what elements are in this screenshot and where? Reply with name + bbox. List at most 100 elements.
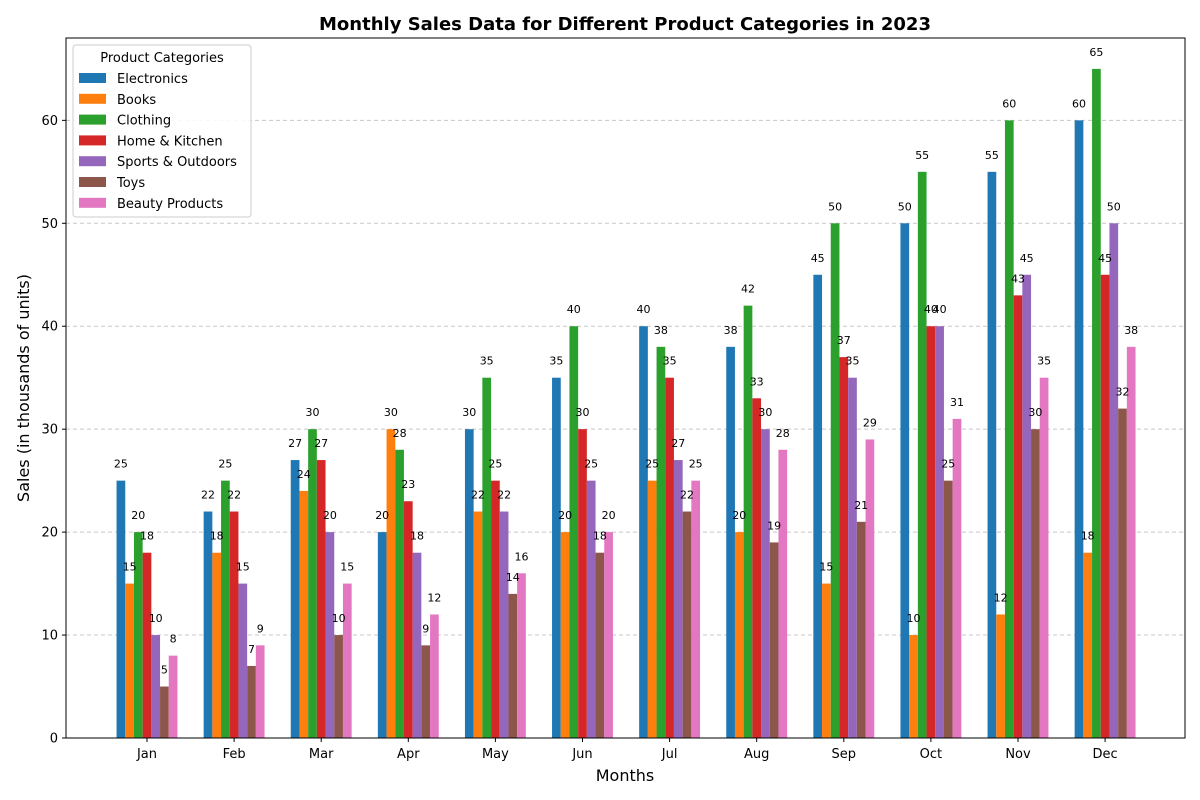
- legend-box: [72, 44, 252, 218]
- data-label: 7: [248, 643, 255, 656]
- bar: [682, 511, 692, 738]
- data-label: 60: [1072, 97, 1086, 110]
- bar: [752, 398, 762, 738]
- bar: [1022, 274, 1032, 738]
- data-label: 35: [663, 355, 677, 368]
- legend-entry: Sports & Outdoors: [117, 155, 237, 170]
- data-label: 32: [1116, 386, 1130, 399]
- bar: [377, 532, 387, 738]
- data-label: 18: [410, 530, 424, 543]
- bar: [1092, 68, 1101, 739]
- data-label: 25: [941, 458, 955, 471]
- bar: [430, 614, 439, 738]
- bar: [142, 552, 152, 738]
- data-label: 60: [1002, 97, 1016, 110]
- bar: [569, 326, 579, 738]
- legend-swatch: [79, 135, 106, 146]
- data-label: 35: [480, 355, 494, 368]
- data-label: 27: [288, 437, 302, 450]
- data-label: 43: [1011, 272, 1025, 285]
- bar: [987, 171, 997, 738]
- legend-swatch: [79, 73, 106, 83]
- data-label: 55: [985, 149, 999, 162]
- data-label: 65: [1089, 46, 1103, 59]
- data-label: 33: [750, 375, 764, 388]
- data-label: 25: [488, 458, 502, 471]
- bar: [578, 429, 587, 738]
- data-label: 28: [393, 427, 407, 440]
- bar: [1126, 346, 1136, 738]
- data-label: 30: [384, 406, 398, 419]
- bar: [212, 552, 222, 738]
- data-label: 15: [340, 561, 354, 574]
- bar: [308, 429, 317, 738]
- bar: [334, 635, 343, 738]
- data-label: 27: [314, 437, 328, 450]
- bar: [491, 480, 500, 738]
- bar: [639, 326, 648, 738]
- bar: [168, 655, 178, 738]
- x-tick-label: Nov: [1005, 747, 1031, 762]
- data-label: 9: [422, 622, 429, 635]
- data-label: 20: [558, 509, 572, 522]
- bar: [769, 542, 779, 738]
- data-label: 25: [645, 458, 659, 471]
- data-label: 18: [210, 530, 224, 543]
- x-tick-label: Jun: [571, 747, 592, 762]
- data-label: 12: [427, 591, 441, 604]
- data-label: 37: [837, 334, 851, 347]
- bar: [482, 377, 492, 738]
- data-label: 18: [1081, 530, 1095, 543]
- data-label: 45: [811, 252, 825, 265]
- x-tick-label: Jul: [661, 747, 678, 762]
- bar: [1031, 429, 1040, 738]
- data-label: 31: [950, 396, 964, 409]
- data-label: 29: [863, 416, 877, 429]
- data-label: 35: [1037, 355, 1051, 368]
- legend-entry: Electronics: [117, 72, 188, 87]
- data-label: 12: [994, 591, 1008, 604]
- legend-swatch: [79, 93, 106, 104]
- bar: [909, 635, 918, 738]
- data-label: 30: [306, 406, 320, 419]
- legend-title: Product Categories: [100, 51, 224, 66]
- data-label: 10: [907, 612, 921, 625]
- bar: [848, 377, 857, 738]
- bar: [473, 511, 483, 738]
- bar: [403, 501, 413, 738]
- legend-swatch: [79, 114, 106, 125]
- bar: [856, 521, 866, 738]
- bar: [221, 480, 230, 738]
- data-label: 42: [741, 283, 755, 296]
- y-tick-label: 50: [41, 217, 58, 232]
- x-tick-label: Dec: [1093, 747, 1118, 762]
- bars: [116, 68, 1136, 739]
- data-label: 30: [462, 406, 476, 419]
- bar: [421, 645, 431, 738]
- x-tick-label: Apr: [397, 747, 420, 762]
- data-label: 35: [846, 355, 860, 368]
- x-axis-label: Months: [596, 766, 654, 785]
- bar: [299, 490, 309, 738]
- bar: [952, 418, 962, 738]
- bar: [734, 532, 744, 738]
- data-label: 20: [732, 509, 746, 522]
- y-tick-label: 0: [50, 732, 58, 747]
- bar: [316, 460, 326, 738]
- data-label: 8: [170, 633, 177, 646]
- bar: [342, 583, 352, 738]
- x-tick-label: Sep: [832, 747, 857, 762]
- data-label: 45: [1098, 252, 1112, 265]
- bar: [499, 511, 509, 738]
- data-label: 22: [471, 489, 485, 502]
- y-tick-label: 10: [41, 629, 58, 644]
- data-label: 30: [758, 406, 772, 419]
- data-label: 40: [567, 303, 581, 316]
- data-label: 38: [654, 324, 668, 337]
- bar: [839, 357, 849, 738]
- data-label: 20: [323, 509, 337, 522]
- bar: [508, 593, 518, 738]
- bar: [517, 573, 526, 738]
- data-label: 20: [131, 509, 145, 522]
- y-tick-label: 30: [41, 423, 58, 438]
